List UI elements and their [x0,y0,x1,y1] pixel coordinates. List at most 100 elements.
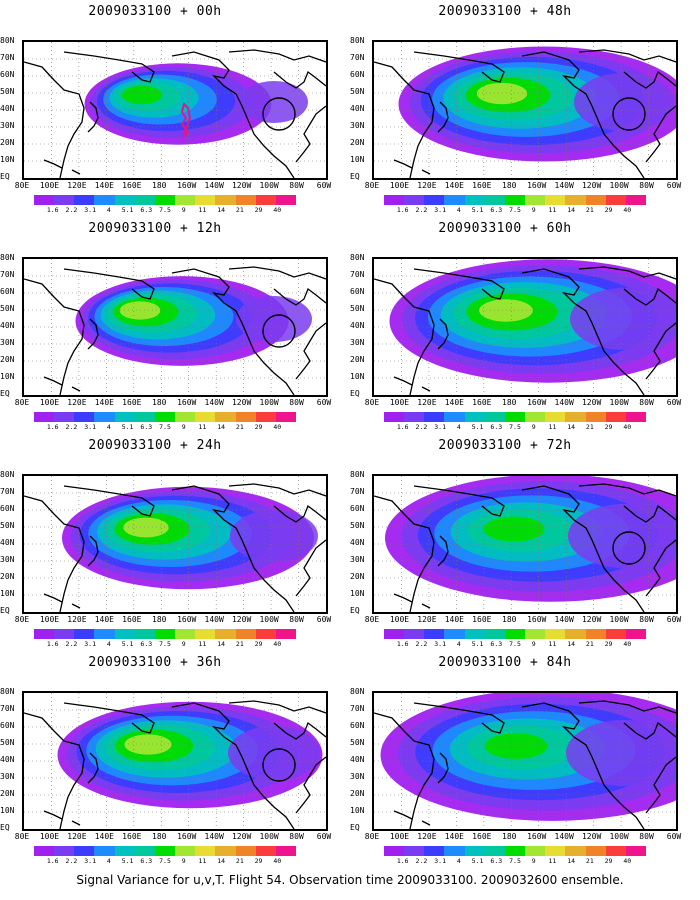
colorbar-swatch [464,195,485,205]
colorbar-tick-label: 40 [623,206,632,214]
colorbar-swatch [134,195,155,205]
colorbar-swatch [545,412,566,422]
coastline [43,159,63,169]
latitude-tick-label: 80N [0,470,15,479]
colorbar-swatch [424,846,445,856]
panel-title: 2009033100 + 24h [88,438,222,453]
latitude-tick-label: EQ [350,606,360,615]
map-frame [372,40,678,180]
colorbar-swatch [275,195,297,205]
latitude-tick-label: 30N [350,555,365,564]
variance-contour [228,726,320,780]
longitude-tick-label: 120E [67,832,87,841]
coastline [578,700,676,714]
colorbar-swatch [565,412,586,422]
colorbar-tick-label: 40 [273,206,282,214]
longitude-tick-label: 160E [472,181,492,190]
map-panel: 2009033100 + 12h 80N 70N 60N 50N 40N 30N 20N 10N… [0,217,331,435]
latitude-tick-label: 80N [350,36,365,45]
latitude-tick-label: EQ [0,389,10,398]
coastline [413,51,505,83]
colorbar-tick-label: 29 [254,206,263,214]
longitude-tick-label: 120W [581,615,602,624]
longitude-tick-label: 140E [94,615,114,624]
colorbar-tick-label: 14 [567,857,576,865]
coastline [413,268,505,300]
latitude-tick-label: 40N [350,755,365,764]
latitude-tick-label: 40N [350,104,365,113]
longitude-tick-label: 140W [204,832,224,841]
colorbar-tick-label: 4 [106,857,111,865]
latitude-tick-label: 20N [350,138,365,147]
longitude-tick-label: 60W [316,181,332,190]
colorbar-tick-label: 6.3 [140,857,153,865]
colorbar-tick-label: 5.1 [121,640,134,648]
colorbar-swatch [215,412,236,422]
colorbar-tick-label: 29 [254,423,263,431]
longitude-tick-label: 180 [502,398,517,407]
colorbar-swatch [525,629,546,639]
colorbar-swatch [504,412,526,422]
longitude-tick-label: 100W [259,615,279,624]
longitude-axis: 80E 100E 120E 140E 160E 180 160W 140W 120W 100W 80… [10,615,340,625]
longitude-tick-label: 160E [122,615,142,624]
coastline [393,159,413,169]
coastline [413,485,505,517]
latitude-tick-label: 70N [0,704,15,713]
colorbar-tick-label: 11 [548,206,557,214]
latitude-tick-label: 50N [0,87,15,96]
colorbar-swatch [255,846,276,856]
map-canvas [24,259,326,395]
latitude-tick-label: 10N [350,589,365,598]
colorbar-tick-label: 3.1 [84,423,97,431]
colorbar-tick-label: 1.6 [396,423,409,431]
colorbar-tick-label: 9 [181,206,186,214]
latitude-tick-label: 60N [0,70,15,79]
latitude-tick-label: 10N [0,372,15,381]
colorbar-tick-label: 9 [531,206,536,214]
colorbar-tick-label: 14 [217,423,226,431]
colorbar [34,412,297,422]
longitude-tick-label: 60W [666,832,682,841]
coastline [71,603,81,609]
latitude-tick-label: 80N [0,253,15,262]
longitude-tick-label: 140W [554,398,574,407]
colorbar-swatch [114,846,135,856]
colorbar-tick-label: 5.1 [471,423,484,431]
longitude-tick-label: 120W [581,181,602,190]
panel-title: 2009033100 + 36h [88,655,222,670]
latitude-axis: 80N 70N 60N 50N 40N 30N 20N 10N EQ [0,253,22,401]
variance-contour [230,510,318,562]
longitude-tick-label: 80W [639,615,654,624]
latitude-tick-label: EQ [0,823,10,832]
longitude-tick-label: 160E [472,832,492,841]
colorbar-swatch [195,846,216,856]
longitude-tick-label: 60W [666,181,682,190]
colorbar-tick-label: 14 [217,206,226,214]
variance-contour [574,73,674,131]
colorbar-swatch [114,195,135,205]
colorbar-swatch [424,195,445,205]
latitude-tick-label: 70N [350,53,365,62]
longitude-tick-label: 100E [389,181,410,190]
colorbar-tick-label: 6.3 [140,640,153,648]
colorbar [34,195,297,205]
latitude-tick-label: 10N [0,806,15,815]
colorbar-swatch [54,195,75,205]
longitude-tick-label: 120E [67,615,87,624]
colorbar-swatch [384,846,405,856]
longitude-axis: 80E 100E 120E 140E 160E 180 160W 140W 120W 100W 80… [360,832,690,842]
colorbar-swatch [134,846,155,856]
longitude-tick-label: 80W [639,181,654,190]
longitude-tick-label: 120E [417,832,437,841]
coastline [578,266,676,280]
latitude-axis: 80N 70N 60N 50N 40N 30N 20N 10N EQ [0,688,22,835]
colorbar-tick-label: 1.6 [396,206,409,214]
latitude-tick-label: 70N [0,270,15,279]
colorbar-swatch [484,195,505,205]
latitude-tick-label: 10N [0,155,15,164]
colorbar-tick-label: 4 [456,640,461,648]
colorbar-tick-label: 11 [548,857,557,865]
latitude-tick-label: 30N [350,121,365,130]
longitude-tick-label: 120W [231,398,252,407]
